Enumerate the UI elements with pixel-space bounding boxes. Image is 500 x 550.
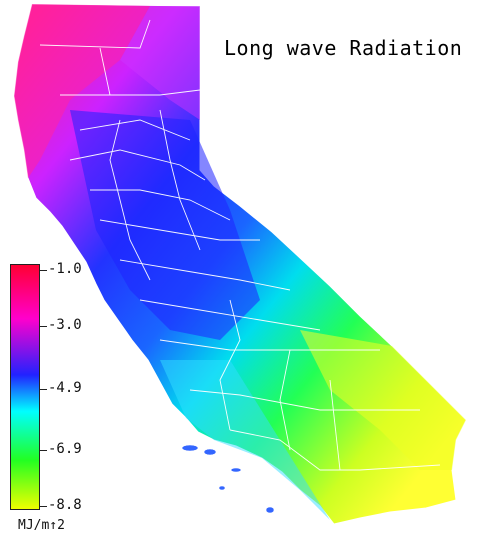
legend-gradient xyxy=(11,265,39,509)
legend-tick-1 xyxy=(40,270,47,271)
south-coast-region xyxy=(160,360,330,520)
southeast-region xyxy=(300,330,466,470)
legend-tick-4 xyxy=(40,450,47,451)
northeast-region xyxy=(120,6,200,120)
legend-units: MJ/m↑2 xyxy=(18,518,65,533)
map-title: Long wave Radiation xyxy=(224,36,463,60)
central-valley-region xyxy=(70,110,260,340)
legend-color-bar xyxy=(10,264,40,510)
county-boundaries xyxy=(39,19,441,471)
legend-tick-3 xyxy=(40,389,47,390)
legend-tick-5 xyxy=(40,506,47,507)
legend-label-4: -6.9 xyxy=(48,441,82,457)
legend-label-3: -4.9 xyxy=(48,380,82,396)
legend-label-2: -3.0 xyxy=(48,317,82,333)
legend-label-5: -8.8 xyxy=(48,497,82,513)
channel-islands xyxy=(181,444,275,514)
legend-label-1: -1.0 xyxy=(48,261,82,277)
legend-tick-2 xyxy=(40,326,47,327)
